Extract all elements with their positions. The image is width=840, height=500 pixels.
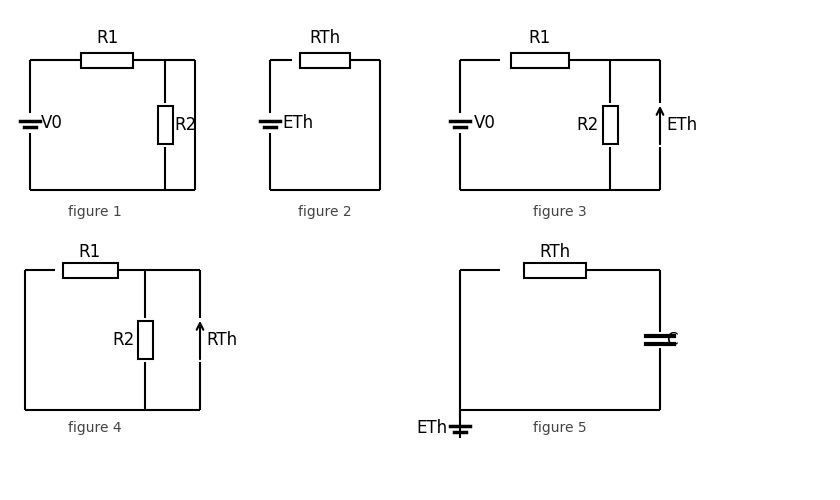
Text: R1: R1 <box>96 29 118 47</box>
Text: V0: V0 <box>474 114 496 132</box>
Text: figure 1: figure 1 <box>68 205 122 219</box>
Text: figure 2: figure 2 <box>298 205 352 219</box>
Text: R1: R1 <box>79 243 101 261</box>
Text: R2: R2 <box>577 116 599 134</box>
Text: figure 3: figure 3 <box>533 205 587 219</box>
Text: ETh: ETh <box>282 114 313 132</box>
Text: figure 4: figure 4 <box>68 421 122 435</box>
Text: R1: R1 <box>529 29 551 47</box>
Bar <box>524 262 586 278</box>
Text: R2: R2 <box>112 331 134 349</box>
Bar <box>158 106 172 144</box>
Bar <box>62 262 118 278</box>
Bar <box>138 321 153 359</box>
Text: RTh: RTh <box>309 29 340 47</box>
Text: C: C <box>666 331 678 349</box>
Text: figure 5: figure 5 <box>533 421 587 435</box>
Text: V0: V0 <box>41 114 63 132</box>
Text: R2: R2 <box>174 116 196 134</box>
Text: ETh: ETh <box>417 419 448 437</box>
Text: RTh: RTh <box>539 243 570 261</box>
Bar <box>300 52 350 68</box>
Text: ETh: ETh <box>666 116 697 134</box>
Bar <box>81 52 133 68</box>
Text: RTh: RTh <box>207 331 238 349</box>
Bar <box>602 106 617 144</box>
Bar <box>511 52 569 68</box>
